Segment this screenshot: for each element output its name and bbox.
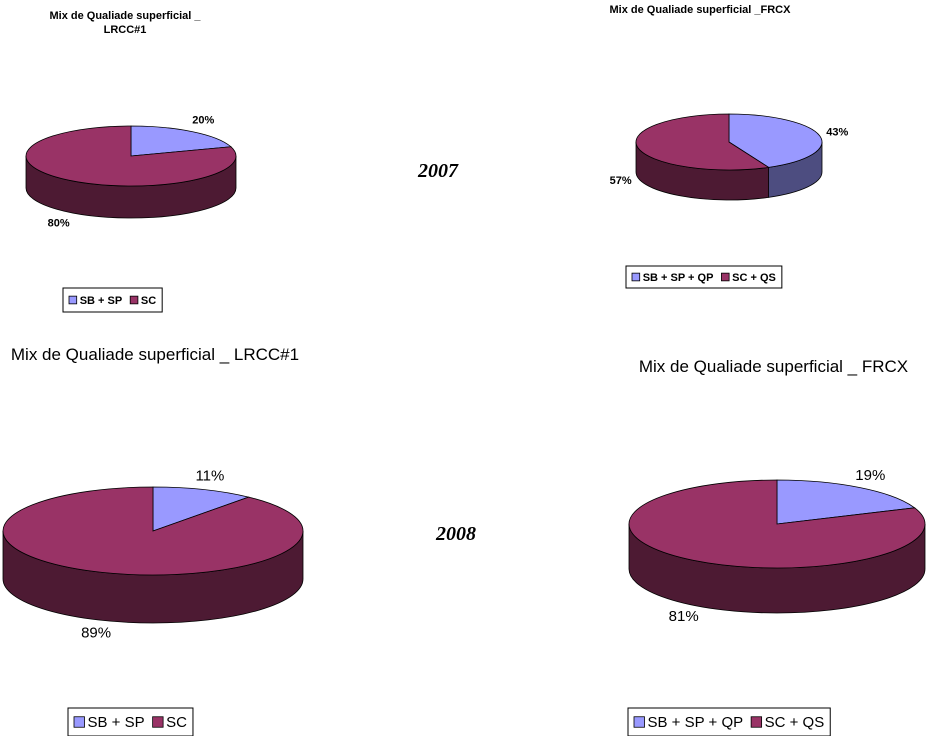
- pie-slice: [635, 113, 770, 171]
- pie-slice: [152, 486, 251, 532]
- data-label: 89%: [81, 625, 111, 642]
- legend-label: SC + QS: [732, 272, 776, 284]
- legend-swatch: [633, 716, 645, 728]
- pie-slice: [2, 486, 304, 576]
- legend-box: [62, 287, 163, 313]
- legend-swatch: [750, 716, 763, 728]
- legend-swatch: [152, 716, 164, 728]
- year-label: 2008: [436, 523, 476, 545]
- data-label: 11%: [195, 467, 224, 484]
- legend-swatch: [129, 295, 139, 305]
- data-label: 19%: [855, 467, 885, 484]
- data-label: 43%: [826, 127, 848, 139]
- legend-label: SB + SP: [88, 714, 145, 731]
- data-label: 80%: [48, 218, 70, 230]
- legend-swatch: [68, 295, 78, 305]
- legend-label: SC: [166, 714, 187, 731]
- pie-slice: [130, 125, 232, 157]
- year-label: 2007: [418, 160, 458, 182]
- chart-title: Mix de Qualiade superficial _FRCX: [609, 4, 791, 16]
- legend-label: SB + SP + QP: [648, 714, 744, 731]
- legend-swatch: [631, 272, 641, 282]
- legend-swatch: [73, 716, 85, 728]
- pie-slice: [776, 479, 916, 525]
- legend-box: [627, 707, 831, 736]
- legend-box: [67, 707, 194, 736]
- chart-title: Mix de Qualiade superficial _ LRCC#1: [49, 10, 201, 36]
- legend-label: SC: [141, 295, 156, 307]
- data-label: 57%: [610, 175, 632, 187]
- legend-label: SB + SP + QP: [643, 272, 714, 284]
- pie-slice: [728, 113, 823, 168]
- legend-box: [625, 265, 783, 289]
- data-label: 81%: [669, 608, 699, 625]
- pie-slice: [25, 125, 237, 187]
- legend-label: SC + QS: [765, 714, 825, 731]
- legend-swatch: [721, 272, 730, 282]
- pie-slice: [628, 479, 926, 569]
- legend-label: SB + SP: [80, 295, 123, 307]
- chart-title: Mix de Qualiade superficial _ FRCX: [638, 357, 909, 376]
- chart-title: Mix de Qualiade superficial _ LRCC#1: [10, 345, 300, 364]
- data-label: 20%: [192, 114, 214, 126]
